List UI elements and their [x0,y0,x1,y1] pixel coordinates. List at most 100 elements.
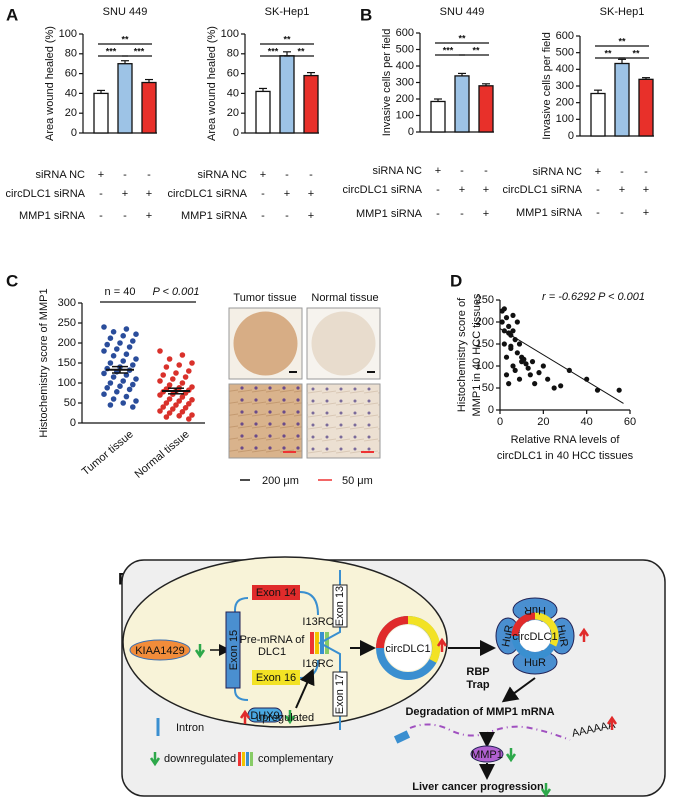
image [306,383,381,459]
exon-label: Exon 14 [256,587,296,599]
point [107,335,114,342]
x-axis-label: Relative RNA levels of [511,434,621,446]
point [532,381,538,387]
exon-label: Exon 17 [334,674,346,714]
treatment-mark: - [99,188,103,200]
treatment-mark: - [460,165,464,177]
point [523,361,529,367]
point [179,380,186,386]
y-tick-label: 200 [556,97,574,109]
treatment-mark: - [261,210,265,222]
point [514,350,520,356]
point [170,406,176,412]
y-tick-label: 100 [476,360,494,372]
significance-label: ** [283,34,291,44]
y-tick-label: 20 [65,107,77,119]
significance-label: ** [472,45,480,55]
point [584,376,590,382]
y-tick-label: 150 [58,357,76,369]
treatment-mark: - [484,165,488,177]
legend-label: Intron [176,722,204,734]
point [130,362,136,368]
point [176,362,182,368]
treatment-mark: - [644,166,648,178]
point [117,340,123,346]
treatment-mark: - [620,166,624,178]
bar [590,92,606,137]
down-arrow [540,783,552,798]
y-tick-label: 600 [396,27,414,39]
point [133,331,139,338]
treatment-mark: - [596,184,600,196]
point [123,393,130,400]
scale-label: 200 μm [262,475,299,487]
point [120,358,126,364]
point [540,363,546,369]
point [130,338,136,344]
y-axis-label: MMP1 in 40 HCC tissues [471,293,483,416]
y-tick-label: 0 [408,126,414,138]
treatment-mark: + [459,184,465,196]
treatment-mark: + [643,207,649,219]
y-tick-label: 400 [396,60,414,72]
point [503,354,510,360]
treatment-mark: + [595,166,601,178]
exon-label: Exon 16 [256,672,296,684]
annotation: P < 0.001 [598,291,645,303]
bar [141,81,157,134]
y-tick-label: 250 [58,317,76,329]
point [529,359,536,365]
point [114,346,120,352]
chart-title: SK-Hep1 [600,6,645,18]
point [510,328,516,334]
significance-label: *** [134,46,145,56]
point [512,367,518,373]
image [228,383,303,459]
down-arrow [149,752,161,767]
y-axis-label: Area wound healed (%) [206,26,218,141]
point [157,348,163,354]
point [166,382,173,388]
treatment-mark: - [309,169,313,181]
mmp1-node [470,745,504,763]
up-arrow [436,637,448,652]
point [186,416,192,422]
annotation: n = 40 [105,286,136,298]
point [104,341,110,348]
y-tick-label: 150 [476,338,494,350]
point [503,372,510,378]
y-tick-label: 0 [71,127,77,139]
point [516,376,523,382]
legend-label: downregulated [164,753,236,765]
significance-label: *** [106,46,117,56]
point [107,380,114,386]
point [123,351,130,358]
point [510,312,516,318]
treatment-mark: + [308,188,314,200]
point [157,378,163,384]
treatment-mark: + [146,188,152,200]
mrna [409,723,571,741]
annotation: P < 0.001 [153,286,200,298]
histology: Tumor tissue Normal tissue 200 μm 50 μm [228,292,381,487]
y-tick-label: 600 [556,30,574,42]
y-tick-label: 300 [396,76,414,88]
point [506,323,512,329]
significance-label: ** [121,34,129,44]
treatment-mark: + [308,210,314,222]
diagram: KIAA1429 Exon 15 Exon 14 Exon 16 Pre-mRN… [121,556,666,798]
treatment-mark: + [284,188,290,200]
y-axis-label: Area wound healed (%) [44,26,56,141]
y-tick-label: 200 [396,93,414,105]
hur-label: HuR [554,624,570,648]
panel-label: D [450,271,462,290]
y-tick-label: 60 [65,68,77,80]
y-tick-label: 40 [227,87,239,99]
point [501,306,507,312]
y-axis-label: Histochemistry score of MMP1 [38,288,50,437]
y-axis-label: Invasive cells per field [381,29,393,137]
point [179,352,186,358]
treatment-label: circDLC1 siRNA [343,184,423,196]
treatment-mark: - [123,169,127,181]
exon-label: Exon 15 [228,630,240,670]
